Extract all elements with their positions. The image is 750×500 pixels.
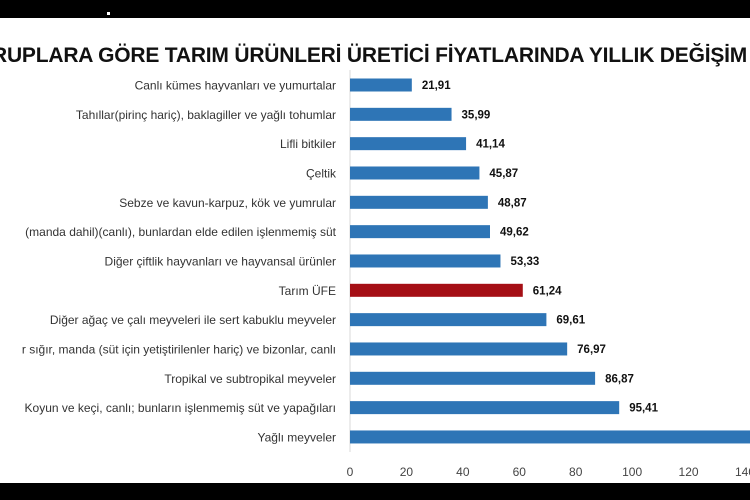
category-label: Sebze ve kavun-karpuz, kök ve yumrular <box>119 196 336 210</box>
bar <box>350 107 452 121</box>
category-label: Diğer çiftlik hayvanları ve hayvansal ür… <box>105 254 336 268</box>
marker-dot <box>107 12 110 15</box>
data-label: 45,87 <box>489 168 518 180</box>
bar <box>350 283 523 297</box>
data-label: 48,87 <box>498 197 527 209</box>
data-label: 86,87 <box>605 373 634 385</box>
data-label: 61,24 <box>533 285 562 297</box>
data-label: 41,14 <box>476 139 505 151</box>
data-label: 95,41 <box>629 403 658 415</box>
category-label: Canlı kümes hayvanları ve yumurtalar <box>135 79 336 93</box>
x-tick-label: 0 <box>347 465 354 479</box>
category-label: Yağlı meyveler <box>258 430 336 444</box>
data-label: 53,33 <box>510 256 539 268</box>
category-label: Tahıllar(pirinç hariç), baklagiller ve y… <box>76 108 336 122</box>
category-label: (manda dahil)(canlı), bunlardan elde edi… <box>25 225 336 239</box>
data-label: 21,91 <box>422 80 451 92</box>
x-tick-label: 80 <box>569 465 583 479</box>
data-label: 69,61 <box>556 315 585 327</box>
x-tick-label: 120 <box>679 465 699 479</box>
category-label: r sığır, manda (süt için yetiştirilenler… <box>22 342 336 356</box>
category-label: Koyun ve keçi, canlı; bunların işlenmemi… <box>25 401 336 415</box>
bar <box>350 137 467 151</box>
x-tick-label: 20 <box>400 465 414 479</box>
bar <box>350 254 501 268</box>
chart-panel: RUPLARA GÖRE TARIM ÜRÜNLERİ ÜRETİCİ FİYA… <box>0 18 750 483</box>
category-label: Lifli bitkiler <box>280 137 336 151</box>
bar <box>350 430 750 444</box>
x-tick-label: 60 <box>513 465 527 479</box>
bar <box>350 342 568 356</box>
bar <box>350 401 620 415</box>
bar <box>350 225 490 239</box>
x-tick-label: 140 <box>735 465 750 479</box>
data-label: 49,62 <box>500 227 529 239</box>
bar <box>350 313 547 327</box>
bar <box>350 78 412 92</box>
bar <box>350 371 596 385</box>
data-label: 35,99 <box>462 109 491 121</box>
category-label: Çeltik <box>306 166 337 180</box>
bar-chart: Canlı kümes hayvanları ve yumurtalar 21,9… <box>22 70 750 479</box>
x-tick-label: 100 <box>622 465 642 479</box>
bar <box>350 166 480 180</box>
chart-title: RUPLARA GÖRE TARIM ÜRÜNLERİ ÜRETİCİ FİYA… <box>0 44 750 67</box>
bar <box>350 195 488 209</box>
category-label: Tropikal ve subtropikal meyveler <box>164 372 336 386</box>
x-tick-label: 40 <box>456 465 470 479</box>
category-label: Diğer ağaç ve çalı meyveleri ile sert ka… <box>50 313 336 327</box>
category-label: Tarım ÜFE <box>279 284 336 298</box>
data-label: 76,97 <box>577 344 606 356</box>
